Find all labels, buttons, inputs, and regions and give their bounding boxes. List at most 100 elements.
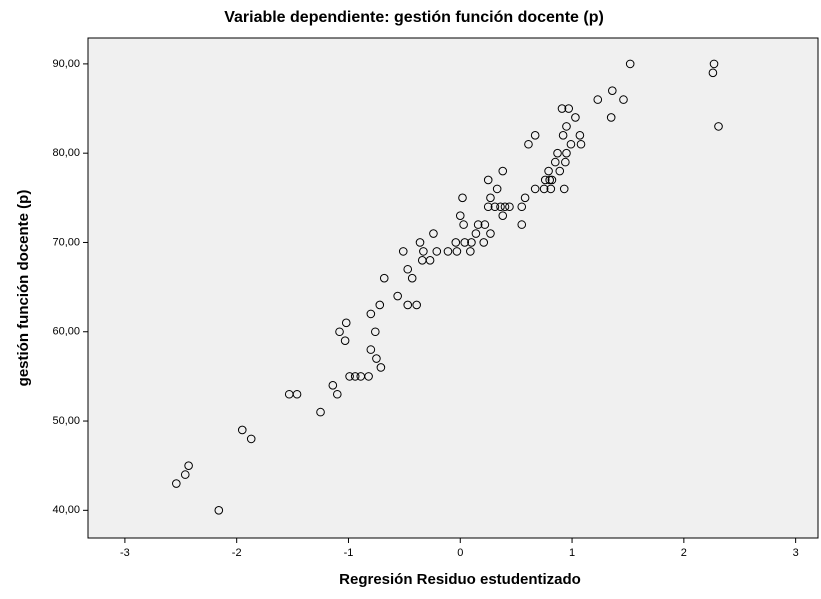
point <box>379 273 389 283</box>
point <box>473 220 483 229</box>
point <box>517 202 527 212</box>
point <box>559 184 569 194</box>
point <box>505 202 514 212</box>
point <box>466 247 475 256</box>
point <box>237 425 247 435</box>
point <box>376 363 386 372</box>
point <box>550 157 560 167</box>
point <box>486 229 495 238</box>
point <box>393 291 402 301</box>
point <box>371 327 380 337</box>
point <box>540 175 550 185</box>
x-tick-label: 2 <box>681 547 687 559</box>
point <box>292 389 302 399</box>
x-tick-label: 0 <box>457 547 463 559</box>
point <box>407 273 417 283</box>
point <box>562 148 571 158</box>
point <box>335 327 344 337</box>
point <box>714 122 723 131</box>
point <box>566 139 576 149</box>
point <box>539 184 549 194</box>
x-tick-label: -3 <box>120 547 130 559</box>
point <box>558 131 568 140</box>
point <box>214 506 224 515</box>
point <box>366 345 376 354</box>
point <box>500 202 510 212</box>
point <box>625 59 635 69</box>
y-tick-label: 80,00 <box>52 147 80 159</box>
point <box>415 238 425 247</box>
point <box>403 264 413 274</box>
point <box>403 300 413 310</box>
point <box>546 184 556 194</box>
point <box>458 193 467 203</box>
point <box>520 193 530 203</box>
point <box>496 202 505 212</box>
point <box>571 113 580 122</box>
point <box>341 318 351 328</box>
point <box>561 157 570 167</box>
point <box>398 247 408 256</box>
point <box>451 238 461 247</box>
y-tick-label: 50,00 <box>52 415 80 427</box>
y-axis-label: gestión función docente (p) <box>15 190 32 387</box>
point <box>425 256 435 265</box>
point <box>544 166 553 176</box>
point <box>555 166 565 176</box>
point <box>576 139 586 149</box>
point <box>316 407 325 417</box>
point <box>606 113 616 122</box>
point <box>530 184 540 194</box>
point <box>366 309 376 319</box>
point <box>467 238 476 247</box>
point <box>486 193 495 203</box>
point <box>328 381 338 390</box>
chart-title: Variable dependiente: gestión función do… <box>224 9 604 26</box>
point <box>492 184 502 194</box>
plot-area <box>87 37 819 539</box>
point <box>593 95 603 104</box>
point <box>530 131 540 140</box>
point <box>412 300 421 310</box>
point <box>524 139 533 149</box>
point <box>364 372 373 381</box>
point <box>483 202 493 212</box>
x-tick-label: -2 <box>232 547 242 559</box>
point <box>432 247 442 256</box>
point <box>455 211 465 220</box>
point <box>340 336 350 345</box>
point <box>460 238 470 247</box>
y-tick-label: 90,00 <box>52 58 80 70</box>
point <box>562 122 571 131</box>
point <box>372 354 381 363</box>
point <box>429 229 438 238</box>
point <box>419 247 428 256</box>
point <box>246 434 256 444</box>
point <box>709 59 719 69</box>
point <box>479 238 489 247</box>
point <box>480 220 490 229</box>
point <box>375 300 385 310</box>
y-tick-label: 70,00 <box>52 236 80 248</box>
point <box>564 104 574 113</box>
point <box>172 479 181 488</box>
point <box>471 229 481 238</box>
point <box>443 247 453 256</box>
point <box>619 95 628 104</box>
x-tick-label: 3 <box>793 547 799 559</box>
point <box>459 220 468 229</box>
point <box>350 372 360 381</box>
point <box>498 166 508 176</box>
x-tick-label: 1 <box>569 547 575 559</box>
point <box>180 470 190 479</box>
point <box>608 86 617 95</box>
point <box>517 220 527 229</box>
point <box>557 104 567 113</box>
y-tick-label: 40,00 <box>52 504 80 516</box>
point <box>184 461 193 470</box>
point <box>483 175 493 185</box>
point <box>490 202 500 212</box>
y-tick-label: 60,00 <box>52 326 80 338</box>
point <box>452 247 462 256</box>
